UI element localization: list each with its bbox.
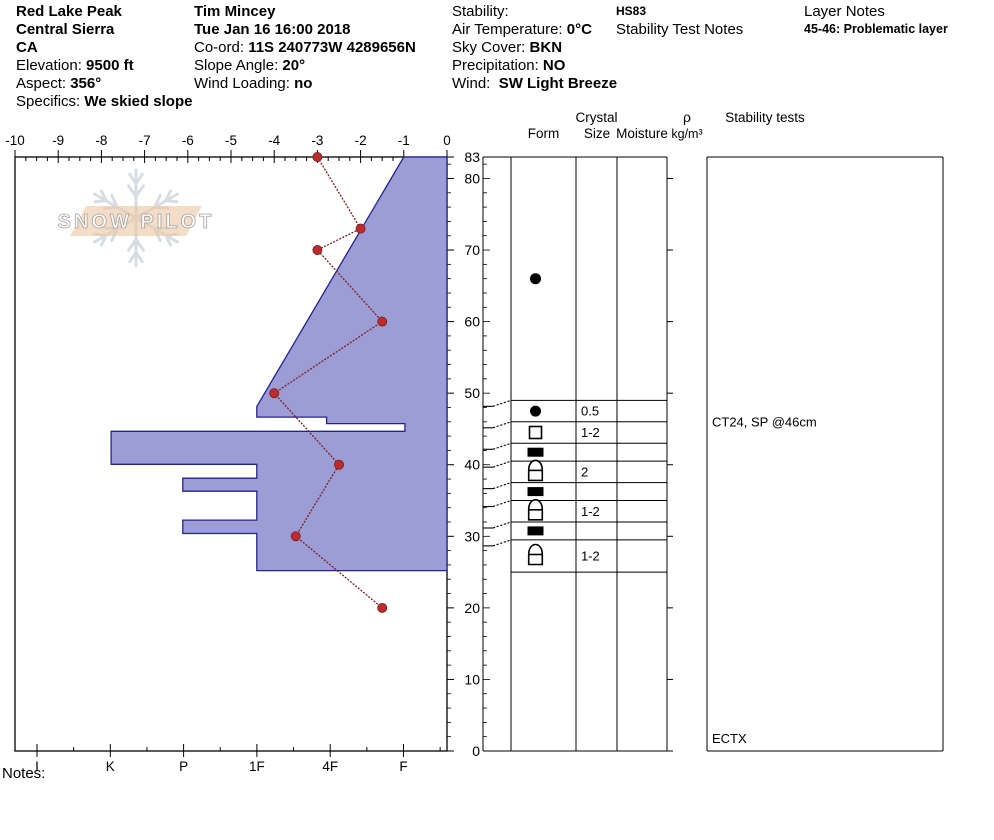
- svg-text:30: 30: [464, 528, 480, 544]
- svg-text:-6: -6: [182, 133, 194, 148]
- svg-text:0: 0: [472, 743, 480, 759]
- svg-text:1F: 1F: [249, 759, 265, 774]
- svg-text:kg/m³: kg/m³: [671, 127, 702, 141]
- svg-text:Stability tests: Stability tests: [725, 110, 805, 125]
- svg-text:70: 70: [464, 242, 480, 258]
- svg-text:1-2: 1-2: [581, 549, 600, 564]
- svg-text:20: 20: [464, 600, 480, 616]
- svg-text:0.5: 0.5: [581, 404, 599, 419]
- svg-text:-1: -1: [398, 133, 410, 148]
- svg-text:SNOW PILOT: SNOW PILOT: [58, 211, 215, 233]
- svg-text:2: 2: [581, 464, 588, 479]
- svg-text:P: P: [179, 759, 188, 774]
- svg-text:-10: -10: [5, 133, 25, 148]
- svg-text:83: 83: [464, 149, 480, 165]
- svg-text:ECTX: ECTX: [712, 731, 747, 746]
- svg-text:Form: Form: [528, 126, 560, 141]
- svg-text:CT24, SP @46cm: CT24, SP @46cm: [712, 414, 817, 429]
- svg-text:-3: -3: [311, 133, 323, 148]
- svg-text:-8: -8: [95, 133, 107, 148]
- svg-text:50: 50: [464, 385, 480, 401]
- svg-text:Crystal: Crystal: [575, 110, 617, 125]
- svg-text:-4: -4: [268, 133, 280, 148]
- svg-text:F: F: [399, 759, 407, 774]
- svg-text:-5: -5: [225, 133, 237, 148]
- svg-text:1-2: 1-2: [581, 504, 600, 519]
- svg-text:K: K: [106, 759, 115, 774]
- svg-text:80: 80: [464, 170, 480, 186]
- svg-text:-9: -9: [52, 133, 64, 148]
- svg-text:60: 60: [464, 314, 480, 330]
- svg-text:1-2: 1-2: [581, 425, 600, 440]
- svg-text:40: 40: [464, 457, 480, 473]
- svg-text:Moisture: Moisture: [616, 126, 668, 141]
- svg-text:-2: -2: [355, 133, 367, 148]
- svg-text:4F: 4F: [322, 759, 338, 774]
- svg-text:0: 0: [443, 133, 451, 148]
- svg-text:ρ: ρ: [683, 109, 691, 125]
- svg-text:-7: -7: [139, 133, 151, 148]
- svg-text:I: I: [35, 759, 39, 774]
- svg-text:10: 10: [464, 671, 480, 687]
- svg-text:Size: Size: [584, 126, 610, 141]
